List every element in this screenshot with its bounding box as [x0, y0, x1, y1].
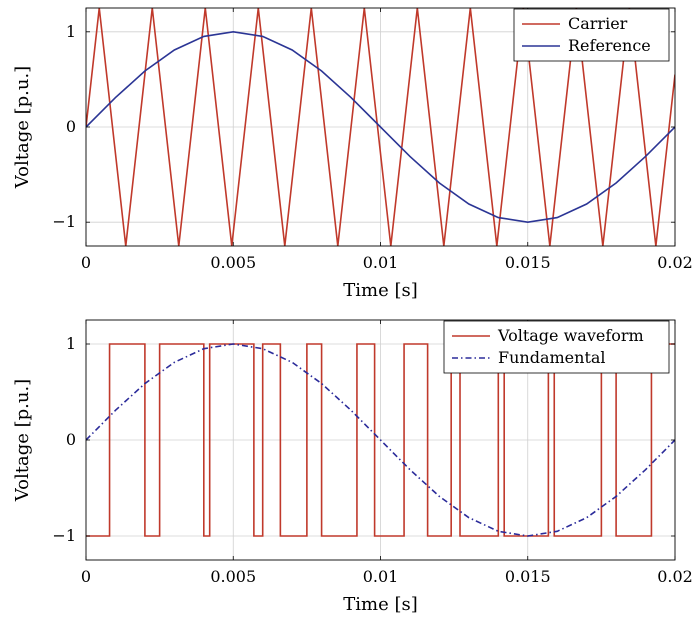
x-tick-label: 0.005 — [210, 567, 256, 586]
legend-entry: Carrier — [568, 14, 628, 33]
x-tick-label: 0 — [81, 253, 91, 272]
y-axis-label: Voltage [p.u.] — [12, 66, 33, 189]
x-tick-label: 0.015 — [505, 567, 551, 586]
y-axis-label: Voltage [p.u.] — [12, 379, 33, 502]
x-tick-label: 0.01 — [363, 253, 399, 272]
y-tick-label: −1 — [52, 212, 76, 231]
series-line-2 — [86, 30, 675, 224]
x-tick-label: 0.02 — [657, 567, 693, 586]
y-tick-label: 0 — [66, 117, 76, 136]
legend-entry: Fundamental — [498, 348, 606, 367]
x-tick-label: 0 — [81, 567, 91, 586]
x-tick-label: 0.015 — [505, 253, 551, 272]
x-tick-label: 0.01 — [363, 567, 399, 586]
legend-entry: Reference — [568, 36, 651, 55]
x-tick-label: 0.02 — [657, 253, 693, 272]
y-tick-label: 1 — [66, 22, 76, 41]
x-tick-label: 0.005 — [210, 253, 256, 272]
chart-panel-2: 0 0.005 0.01 0.015 0.02 −1 0 1 Time [s] Voltage [… — [12, 319, 693, 615]
legend: Carrier Reference — [513, 8, 670, 62]
y-tick-label: 1 — [66, 334, 76, 353]
series-line-1 — [86, 343, 675, 537]
x-axis-label: Time [s] — [343, 594, 418, 615]
legend: Voltage waveform Fundamental — [443, 320, 670, 374]
legend-entry: Voltage waveform — [497, 326, 644, 345]
x-axis-label: Time [s] — [343, 280, 418, 301]
chart-panel-1: 0 0.005 0.01 0.015 0.02 −1 0 1 Time [s] Voltage [… — [12, 7, 693, 301]
series-line-2 — [86, 343, 675, 537]
y-tick-label: −1 — [52, 526, 76, 545]
y-tick-label: 0 — [66, 430, 76, 449]
